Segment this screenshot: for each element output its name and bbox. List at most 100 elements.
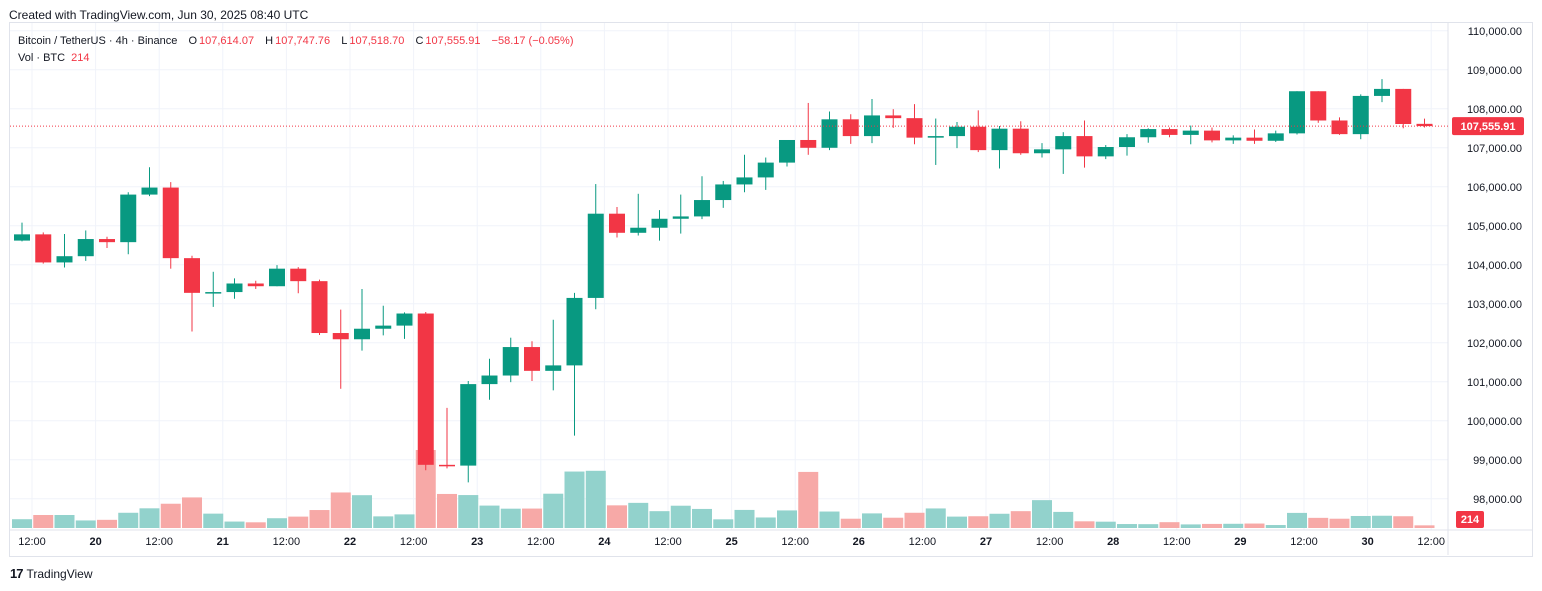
candle-body xyxy=(502,347,519,376)
candle-body xyxy=(1310,91,1327,121)
volume-bar xyxy=(1074,521,1095,528)
y-tick-label: 107,000.00 xyxy=(1467,143,1522,155)
candle-body xyxy=(694,200,710,217)
footer-brand[interactable]: 17 TradingView xyxy=(10,566,93,581)
volume-value: 214 xyxy=(71,52,90,64)
volume-label[interactable]: Vol · BTC xyxy=(18,52,66,64)
volume-bar xyxy=(12,519,32,528)
candle-body xyxy=(1352,95,1369,135)
x-tick-label: 25 xyxy=(725,536,737,548)
chart-frame xyxy=(9,22,1533,557)
volume-bar xyxy=(500,508,521,528)
volume-bar xyxy=(182,497,202,528)
candle-body xyxy=(842,119,859,137)
volume-bar xyxy=(1244,523,1265,528)
x-tick-label: 12:00 xyxy=(527,536,555,548)
candle-body xyxy=(354,328,370,340)
volume-bar xyxy=(309,510,330,528)
last-price-badge xyxy=(1452,117,1524,136)
volume-bar xyxy=(352,495,372,528)
x-tick-label: 12:00 xyxy=(1163,536,1191,548)
volume-bar xyxy=(437,493,457,528)
volume-bar xyxy=(1159,522,1180,528)
volume-bar xyxy=(798,471,819,528)
tradingview-logo-icon: 17 xyxy=(10,566,24,581)
volume-bar xyxy=(670,505,691,528)
candle-body xyxy=(630,227,647,233)
y-tick-label: 101,000.00 xyxy=(1467,377,1522,389)
close-label: C xyxy=(415,35,424,47)
x-tick-label: 12:00 xyxy=(1036,536,1064,548)
low-label: L xyxy=(341,35,348,47)
candle-body xyxy=(715,184,732,201)
volume-bar xyxy=(522,508,542,528)
x-tick-label: 30 xyxy=(1361,536,1373,548)
volume-bar xyxy=(33,515,54,528)
x-tick-label: 23 xyxy=(471,536,483,548)
candle-body xyxy=(736,177,753,185)
candle-body xyxy=(672,216,689,219)
candle-body xyxy=(587,213,604,298)
volume-bar xyxy=(139,508,160,528)
candle-body xyxy=(439,464,455,467)
volume-bar xyxy=(543,493,564,528)
candle-body xyxy=(460,384,477,466)
volume-bar xyxy=(1202,523,1222,528)
candle-body xyxy=(906,118,923,138)
volume-bar xyxy=(904,512,925,528)
y-tick-label: 105,000.00 xyxy=(1467,221,1522,233)
volume-bar xyxy=(1372,515,1392,528)
high-value: 107,747.76 xyxy=(275,35,331,47)
volume-bar xyxy=(1287,512,1307,528)
candle-body xyxy=(1161,129,1178,135)
x-tick-label: 12:00 xyxy=(654,536,682,548)
candle-body xyxy=(35,234,52,263)
candle-body xyxy=(290,268,307,282)
volume-bar xyxy=(118,512,139,528)
candle-body xyxy=(1267,133,1284,141)
volume-bar xyxy=(415,450,436,528)
candle-body xyxy=(566,297,583,366)
x-tick-label: 26 xyxy=(853,536,865,548)
y-tick-label: 99,000.00 xyxy=(1473,455,1522,467)
volume-bar xyxy=(628,502,649,528)
volume-bar xyxy=(1117,524,1137,528)
volume-bar xyxy=(564,471,585,528)
candle-body xyxy=(524,347,540,371)
candle-body xyxy=(269,268,285,287)
volume-bar xyxy=(479,505,500,528)
volume-bar xyxy=(1329,518,1350,528)
candle-body xyxy=(949,126,965,137)
volume-bar xyxy=(989,513,1010,528)
volume-bar xyxy=(607,505,627,528)
candle-body xyxy=(417,313,434,465)
candle-body xyxy=(800,139,817,148)
x-tick-label: 12:00 xyxy=(273,536,301,548)
x-tick-label: 12:00 xyxy=(145,536,173,548)
candle-body xyxy=(205,292,222,294)
volume-bar xyxy=(585,470,606,528)
candle-body xyxy=(1055,136,1072,150)
candle-body xyxy=(162,187,179,259)
x-tick-label: 12:00 xyxy=(1290,536,1318,548)
last-price-label: 107,555.91 xyxy=(1460,121,1515,133)
last-volume-badge xyxy=(1456,511,1484,528)
y-tick-label: 103,000.00 xyxy=(1467,299,1522,311)
volume-bar xyxy=(245,522,266,528)
volume-bar xyxy=(1180,524,1201,528)
candle-body xyxy=(184,258,200,293)
candle-body xyxy=(1246,137,1263,141)
candle-body xyxy=(885,115,902,119)
price-chart[interactable]: 110,000.00 109,000.00 108,000.00 107,000.00… xyxy=(10,23,1532,555)
volume-bar xyxy=(54,515,75,528)
y-tick-label: 104,000.00 xyxy=(1467,260,1522,272)
y-tick-label: 106,000.00 xyxy=(1467,182,1522,194)
y-tick-label: 109,000.00 xyxy=(1467,65,1522,77)
x-tick-label: 12:00 xyxy=(400,536,428,548)
y-tick-label: 108,000.00 xyxy=(1467,104,1522,116)
volume-bar xyxy=(1308,517,1329,528)
candle-body xyxy=(481,375,498,385)
candle-body xyxy=(1204,130,1220,141)
symbol-label[interactable]: Bitcoin / TetherUS · 4h · Binance xyxy=(18,35,178,47)
x-tick-label: 29 xyxy=(1234,536,1246,548)
